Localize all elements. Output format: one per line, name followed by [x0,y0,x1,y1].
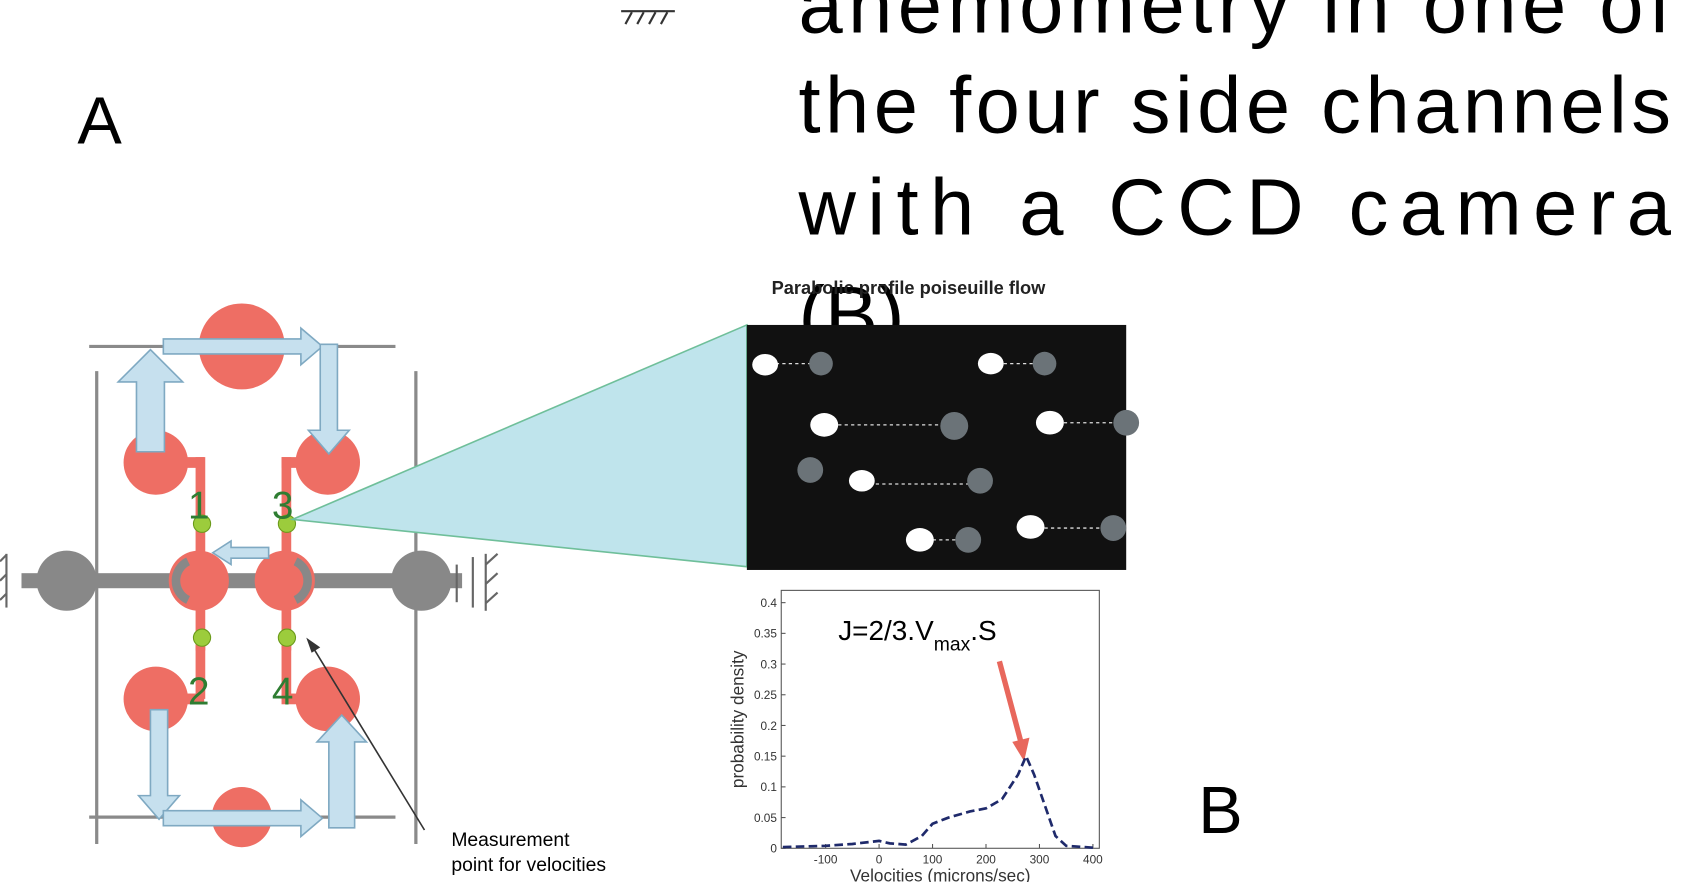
pointer-arrow [999,661,1020,742]
panel-label: B [1198,774,1242,848]
formula-part: J=2/3.V [838,615,934,646]
body-text: the four side channels [798,61,1671,150]
formula-subscript: max [934,634,971,656]
panel-label: A [77,84,122,158]
y-tick-label: 0.05 [754,811,777,825]
formula: J=2/3.Vmax.S [838,615,996,656]
x-tick-label: -100 [814,852,838,866]
y-tick-label: 0 [770,842,777,856]
y-tick-label: 0.1 [761,780,777,794]
page: anemometry in one of the four side chann… [0,0,1685,882]
point-label: 2 [188,670,210,713]
annotation: Measurement [451,829,570,851]
x-tick-label: 300 [1030,852,1050,866]
channel-diagram [0,303,747,847]
y-tick-label: 0.3 [761,657,778,671]
x-tick-label: 100 [923,852,943,866]
x-axis-label: Velocities (microns/sec) [850,866,1031,882]
y-tick-label: 0.15 [754,749,777,763]
point-label: 1 [188,484,210,527]
y-axis-label: probability density [728,650,748,788]
point-label: 3 [272,484,294,527]
inset-title: Parabolic profile poiseuille flow [772,277,1047,298]
x-tick-label: 400 [1083,852,1103,866]
body-text: anemometry in one of [798,0,1671,50]
point-label: 4 [272,670,294,713]
y-tick-label: 0.25 [754,688,777,702]
particle-image [747,325,1139,570]
slide: anemometry in one of the four side chann… [0,0,1685,882]
formula-part: .S [970,615,996,646]
x-tick-label: 200 [976,852,996,866]
plot-frame [781,590,1099,848]
y-tick-label: 0.2 [761,719,777,733]
y-tick-label: 0.35 [754,627,777,641]
density-curve [783,756,1093,847]
ground-symbol [621,11,675,24]
y-tick-label: 0.4 [761,596,778,610]
annotation: point for velocities [451,854,606,876]
body-text: with a CCD camera [797,163,1671,252]
pointer-arrowhead [1012,738,1029,762]
x-tick-label: 0 [876,852,883,866]
